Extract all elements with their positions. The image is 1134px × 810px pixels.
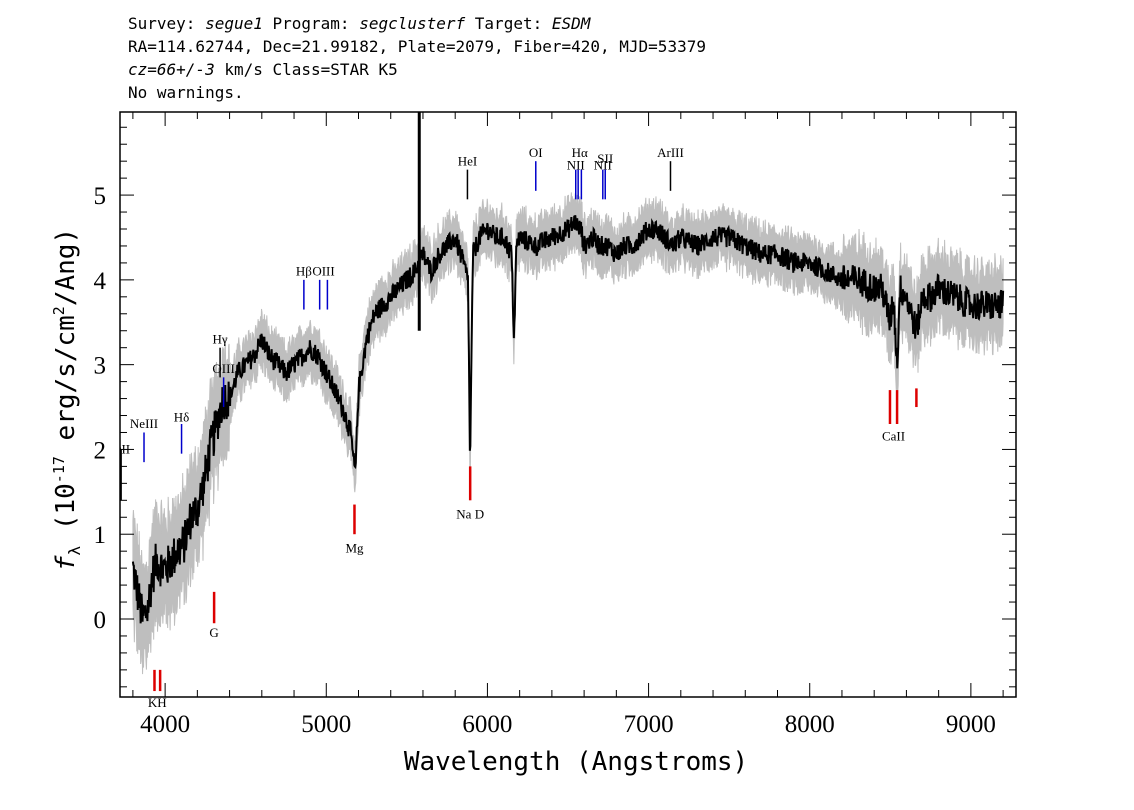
y-axis-title-part-1: λ [65,545,84,555]
line-label-9: Hγ [213,331,228,346]
survey-label: Survey: [128,14,206,33]
line-label-0: KH [148,695,167,710]
line-label-19: ArIII [657,145,684,160]
line-label-11: Hβ [296,264,312,279]
redshift-value: cz=66+/-3 [128,60,215,79]
line-label-10: OIII [212,361,234,376]
coordinates-line: RA=114.62744, Dec=21.99182, Plate=2079, … [128,37,706,56]
class-line: km/s Class=STAR K5 [214,60,398,79]
line-label-18: SII [597,151,613,166]
x-tick-label-4: 8000 [785,711,835,738]
x-tick-label-2: 6000 [462,711,512,738]
y-axis-title-part-4: erg/s/cm [51,315,81,456]
line-label-16: Hα [572,145,588,160]
y-tick-label-2: 2 [94,437,107,464]
y-tick-label-0: 0 [94,607,107,634]
noise-band [132,192,1004,675]
y-axis-title-part-3: -17 [50,456,68,483]
line-label-17: NII [594,158,612,173]
x-tick-label-1: 5000 [301,711,351,738]
x-tick-label-0: 4000 [140,711,190,738]
program-value: segclusterf [359,14,466,33]
line-label-13: HeI [458,153,478,168]
y-axis-title-part-0: f [51,555,81,571]
y-axis-title-part-2: (10 [51,483,81,546]
y-tick-label-4: 4 [94,268,107,295]
y-axis-title-part-6: /Ang) [51,228,81,306]
y-axis-title: fλ (10-17 erg/s/cm2/Ang) [50,228,84,571]
line-label-1: G [209,625,218,640]
survey-value: segue1 [205,14,263,33]
x-axis-title: Wavelength (Angstroms) [404,747,748,777]
line-label-4: CaII [882,429,905,444]
target-label: Target: [465,14,552,33]
line-label-3: Na D [456,507,484,522]
y-axis-title-part-5: 2 [50,306,68,315]
line-label-12: OIII [312,264,334,279]
plot-area: OII [120,112,1005,692]
spectrum-header: Survey: segue1 Program: segclusterf Targ… [128,12,706,104]
x-tick-label-5: 9000 [946,711,996,738]
line-label-2: Mg [345,540,364,555]
y-tick-label-1: 1 [94,522,107,549]
x-tick-label-3: 7000 [624,711,674,738]
line-label-8: Hδ [174,409,190,424]
plot-frame [119,111,1017,698]
warnings-line: No warnings. [128,83,244,102]
line-label-14: OI [529,145,543,160]
target-value: ESDM [551,14,591,33]
program-label: Program: [262,14,360,33]
y-tick-label-5: 5 [94,183,107,210]
line-label-15: NII [567,158,585,173]
line-label-7: NeIII [130,416,158,431]
y-tick-label-3: 3 [94,353,107,380]
flux-line [131,215,1005,624]
